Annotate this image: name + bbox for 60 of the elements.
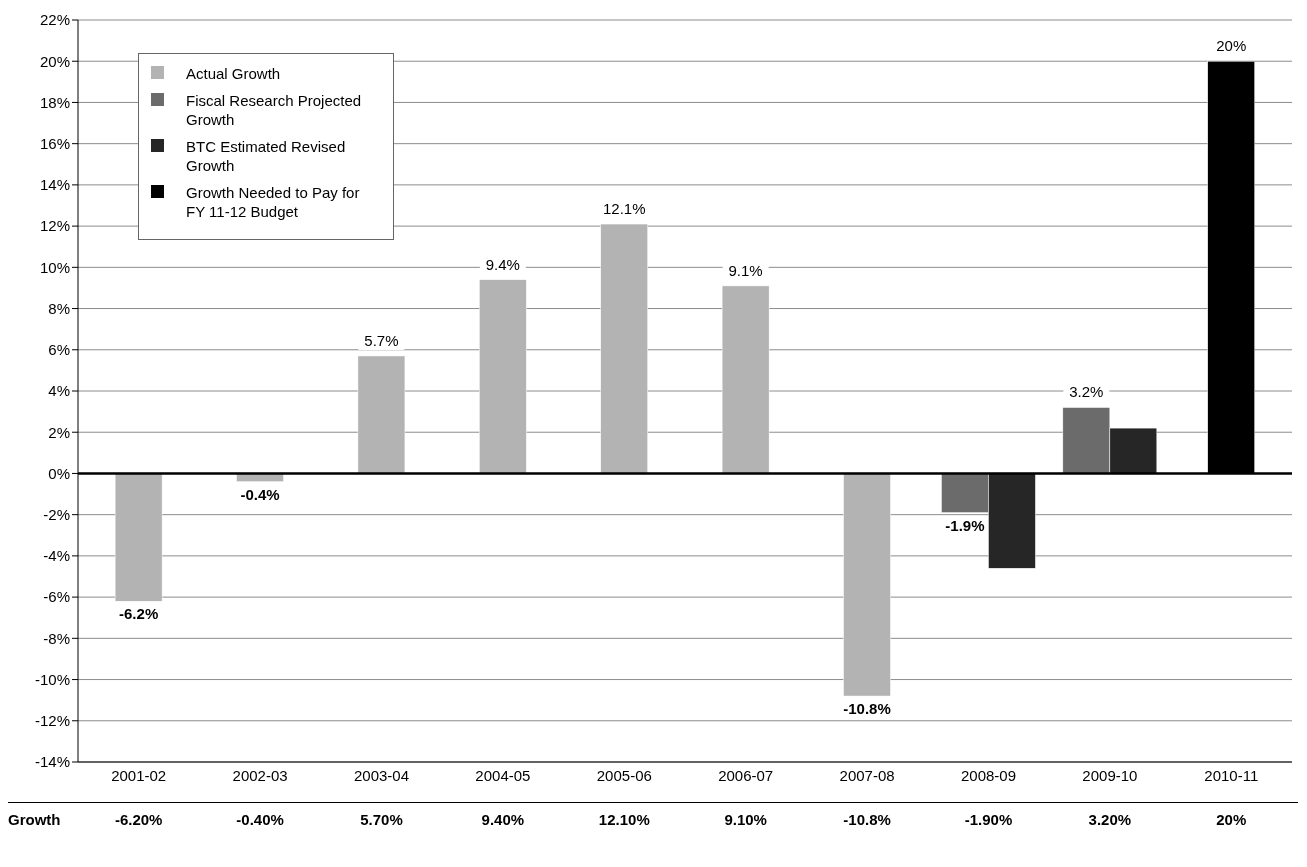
y-tick-label: -6% [43,588,70,606]
data-label: 5.7% [364,331,399,349]
y-tick-label: 14% [39,176,70,194]
x-tick-label: 2006-07 [718,766,774,784]
data-label: 9.1% [728,261,763,279]
x-tick-label: 2010-11 [1204,766,1259,784]
text: 9.10% [723,811,768,828]
text: -1.90% [963,811,1014,828]
y-tick-label: -14% [34,753,70,771]
text: 12.10% [597,811,651,828]
y-tick-label: -2% [43,505,70,523]
y-tick-label: -4% [43,547,70,565]
text: -0.40% [235,811,285,828]
x-tick-label: 2007-08 [839,766,895,784]
text: -10.8% [842,811,892,828]
y-tick-label: 4% [48,382,70,400]
text: Growth [8,811,61,828]
y-tick-label: 0% [48,464,70,482]
data-label: -0.4% [240,485,280,503]
text: -6.20% [113,811,164,828]
y-tick-label: 6% [48,341,70,359]
x-tick-label: 2003-04 [353,766,410,784]
text: 3.20% [1087,811,1133,828]
bar [114,473,163,602]
text: 9.40% [480,811,526,828]
bar [479,279,527,474]
legend-label: Growth Needed to Pay for FY 11-12 Budget [186,183,361,221]
y-tick-label: 12% [39,217,70,235]
legend-label: BTC Estimated Revised Growth [186,137,347,175]
data-label: -10.8% [843,700,891,718]
bar [357,355,406,474]
data-label: 3.2% [1069,383,1104,401]
data-label: -1.9% [945,516,985,534]
y-tick-label: 20% [39,52,70,70]
y-tick-label: 22% [39,11,70,29]
data-label: 12.1% [602,200,646,218]
x-tick-label: 2005-06 [596,766,652,784]
data-label: -6.2% [119,605,159,623]
legend-label: Fiscal Research Projected Growth [186,91,363,129]
bar [600,223,648,474]
text: 5.70% [359,811,404,828]
data-label: 9.4% [485,255,520,273]
y-tick-label: 10% [39,258,70,276]
x-tick-label: 2004-05 [475,766,531,784]
y-tick-label: 2% [48,423,70,441]
y-tick-label: 8% [48,299,70,317]
y-tick-label: -8% [43,629,70,647]
data-label: 20% [1216,37,1247,55]
x-tick-label: 2001-02 [111,766,167,784]
y-tick-label: 18% [39,93,70,111]
y-tick-label: -12% [34,712,70,730]
bar [721,285,770,474]
y-tick-label: -10% [34,670,70,688]
x-tick-label: 2002-03 [232,766,288,784]
bar [843,473,891,697]
x-tick-label: 2009-10 [1082,766,1138,784]
text: 20% [1215,811,1248,828]
y-tick-label: 16% [39,134,70,152]
legend-label: Actual Growth [186,64,281,83]
x-tick-label: 2008-09 [960,766,1017,784]
